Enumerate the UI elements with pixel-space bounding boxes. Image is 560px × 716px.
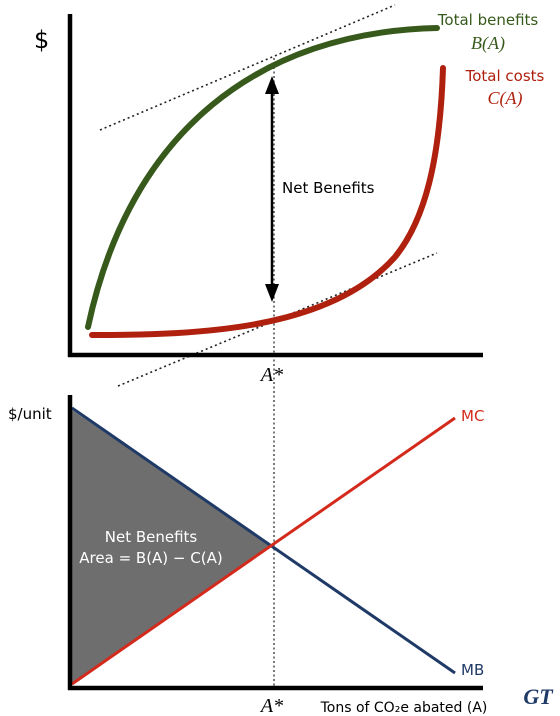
bottom-y-axis-label: $/unit — [8, 405, 52, 423]
net-benefits-area — [72, 410, 272, 684]
total-benefits-curve — [85, 25, 440, 330]
area-formula: Area = B(A) − C(A) — [79, 549, 222, 567]
gt-logo: GT — [523, 684, 554, 709]
net-benefits-label: Net Benefits — [282, 179, 375, 197]
arrow-head-down — [265, 284, 279, 302]
area-title: Net Benefits — [105, 528, 198, 546]
benefits-tangent-line — [99, 4, 396, 131]
x-axis-label: Tons of CO₂e abated (A) — [320, 700, 488, 716]
bottom-optimum-label: A* — [259, 695, 283, 716]
top-y-axis-label: $ — [34, 26, 49, 54]
total-costs-curve — [89, 65, 446, 338]
arrow-head-up — [265, 76, 279, 94]
mc-line — [71, 416, 456, 686]
total-benefits-name: Total benefits — [437, 11, 539, 29]
mb-line — [71, 406, 456, 675]
mc-label: MC — [461, 407, 484, 425]
total-costs-symbol: C(A) — [488, 88, 523, 109]
mb-label: MB — [461, 661, 484, 679]
total-benefits-symbol: B(A) — [471, 33, 505, 54]
top-optimum-label: A* — [259, 364, 283, 386]
total-costs-name: Total costs — [465, 67, 545, 85]
